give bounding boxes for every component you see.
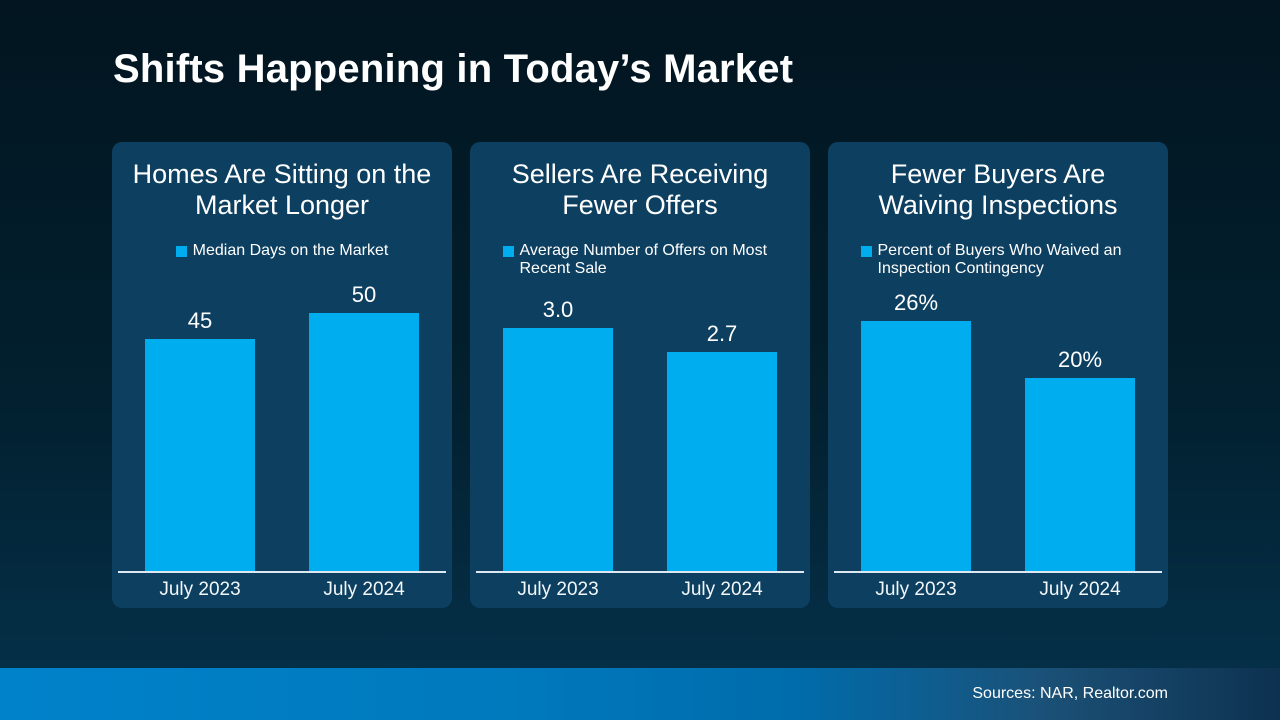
bar [667,352,777,571]
x-axis-tick-label: July 2024 [1039,579,1121,600]
chart-card-offers: Sellers Are Receiving Fewer Offers Avera… [470,142,810,608]
legend-label: Median Days on the Market [192,242,389,259]
x-axis-tick-label: July 2024 [681,579,763,600]
chart-title: Sellers Are Receiving Fewer Offers [511,159,769,220]
bar-value-label: 20% [1057,347,1103,372]
chart-cards-row: Homes Are Sitting on the Market Longer M… [112,142,1168,608]
x-axis-labels: July 2023 July 2024 [834,579,1162,601]
legend-swatch-icon [175,246,187,257]
bar-group: 3.0 [476,297,640,571]
x-axis-tick-label: July 2024 [323,579,405,600]
x-axis-tick-label: July 2023 [875,579,957,600]
bar [309,313,419,571]
bar-group: 45 [118,308,282,571]
chart-card-days-on-market: Homes Are Sitting on the Market Longer M… [112,142,452,608]
chart-title: Fewer Buyers Are Waiving Inspections [878,159,1118,220]
legend-swatch-icon [860,246,872,257]
bar-group: 2.7 [640,321,804,571]
x-axis-line [476,571,804,573]
bar [503,328,613,571]
chart-card-inspections: Fewer Buyers Are Waiving Inspections Per… [828,142,1168,608]
chart-title: Homes Are Sitting on the Market Longer [132,159,432,220]
page-title: Shifts Happening in Today’s Market [113,47,794,91]
bar [861,321,971,571]
source-note: Sources: NAR, Realtor.com [972,685,1168,702]
chart-legend: Median Days on the Market [122,242,442,260]
bar-value-label: 45 [187,308,213,333]
footer-bar: Sources: NAR, Realtor.com [0,668,1280,720]
legend-swatch-icon [502,246,514,257]
bar [1025,378,1135,571]
x-axis-tick-label: July 2023 [517,579,599,600]
x-axis-line [118,571,446,573]
bar [145,339,255,571]
legend-label: Average Number of Offers on Most Recent … [519,242,768,277]
bar-value-label: 50 [351,282,377,307]
x-axis-tick-label: July 2023 [159,579,241,600]
bar-value-label: 26% [893,290,939,315]
bar-value-label: 3.0 [542,297,574,322]
x-axis-labels: July 2023 July 2024 [476,579,804,601]
x-axis-line [834,571,1162,573]
bar-group: 50 [282,282,446,571]
bar-value-label: 2.7 [706,321,738,346]
bar-group: 26% [834,290,998,571]
chart-legend: Percent of Buyers Who Waived an Inspecti… [838,242,1158,278]
x-axis-labels: July 2023 July 2024 [118,579,446,601]
legend-label: Percent of Buyers Who Waived an Inspecti… [877,242,1122,277]
bar-group: 20% [998,347,1162,571]
chart-legend: Average Number of Offers on Most Recent … [480,242,800,278]
